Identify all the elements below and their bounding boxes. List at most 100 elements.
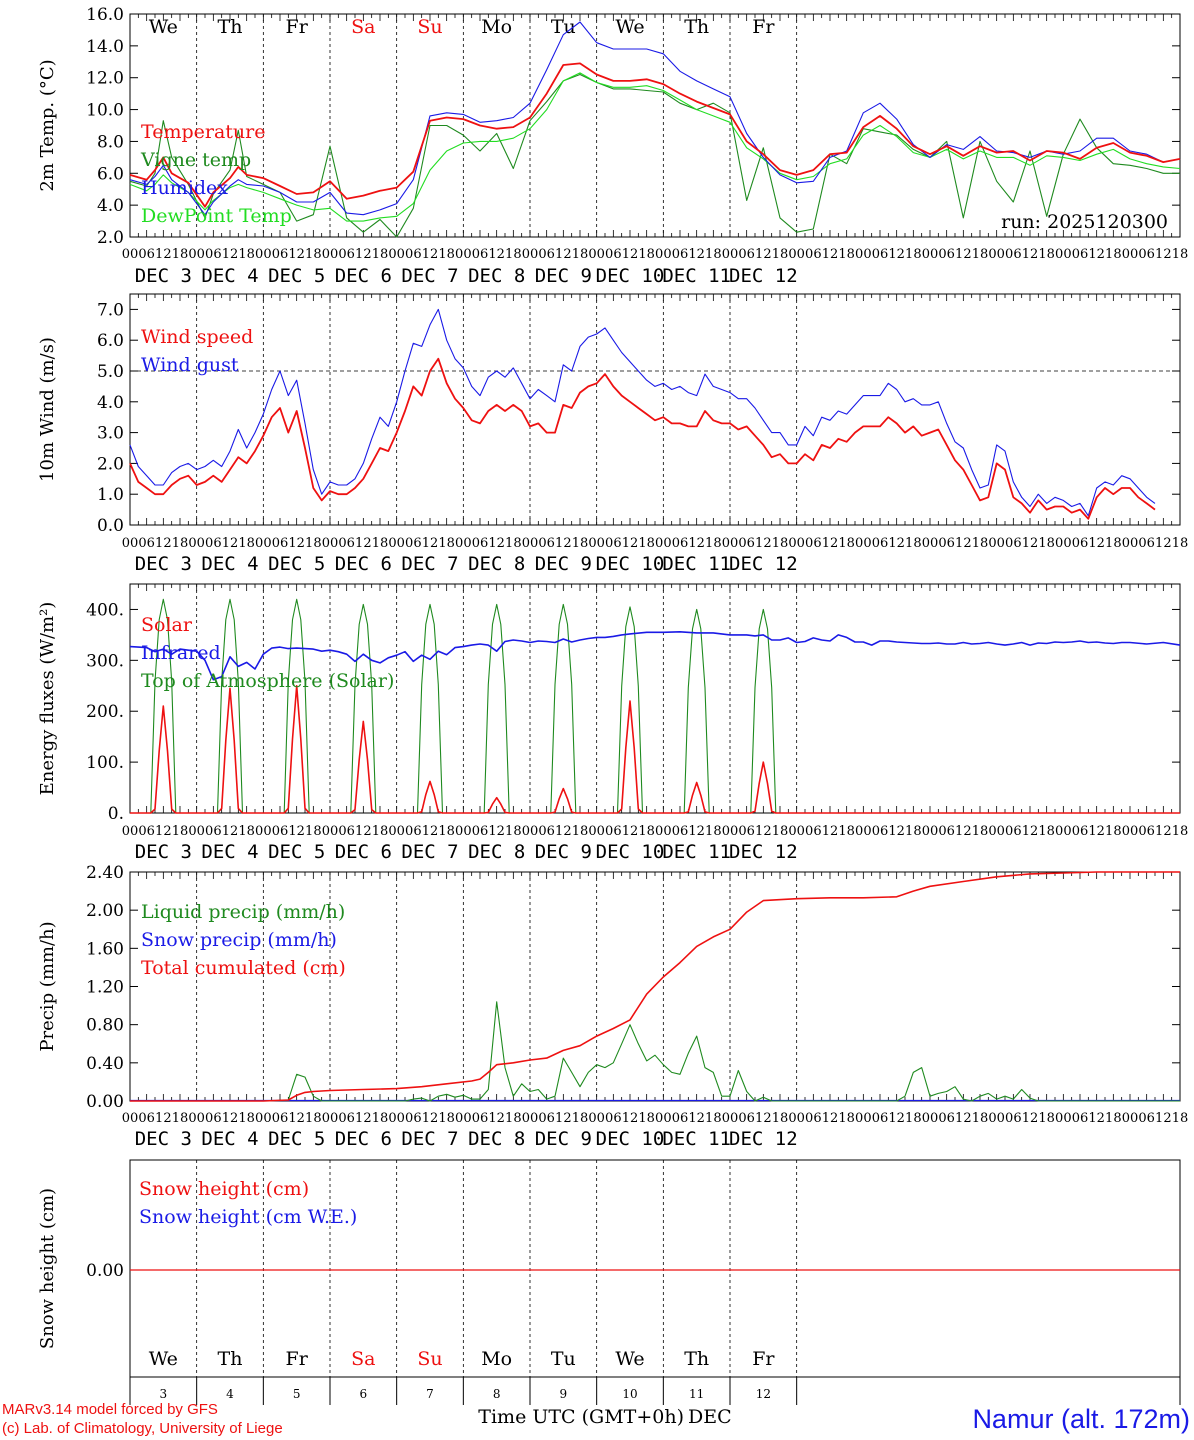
- wind-legend-wind-gust: Wind gust: [141, 354, 239, 376]
- wind-hour-label: 12: [822, 536, 839, 551]
- flux-hour-label: 18: [705, 824, 722, 839]
- precip-legend-total-cumulated-cm-: Total cumulated (cm): [141, 957, 346, 979]
- flux-hour-label: 18: [772, 824, 789, 839]
- flux-hour-label: 18: [238, 824, 255, 839]
- temp-legend-vigne-temp: Vigne temp: [140, 149, 251, 171]
- temp-hour-label: 12: [622, 247, 639, 262]
- wind-hour-label: 00: [188, 536, 205, 551]
- wind-y-tick-label: 3.0: [97, 424, 124, 444]
- weekday-label: Mo: [481, 16, 512, 38]
- flux-y-axis-label: Energy fluxes (W/m²): [37, 602, 58, 796]
- temp-legend-humidex: Humidex: [141, 177, 228, 199]
- wind-hour-label: 00: [655, 536, 672, 551]
- precip-date-label: DEC 11: [662, 1128, 731, 1150]
- wind-date-label: DEC 4: [201, 553, 258, 575]
- wind-hour-label: 18: [638, 536, 655, 551]
- temp-hour-label: 00: [255, 247, 272, 262]
- flux-y-tick-label: 300.: [86, 651, 124, 671]
- temp-y-tick-label: 6.0: [97, 164, 124, 184]
- precip-hour-label: 06: [1005, 1111, 1022, 1126]
- precip-hour-label: 18: [438, 1111, 455, 1126]
- temp-date-label: DEC 3: [135, 265, 192, 287]
- temp-hour-label: 00: [655, 247, 672, 262]
- wind-y-tick-label: 2.0: [97, 454, 124, 474]
- flux-series-top-of-atmosphere: [130, 598, 1180, 814]
- bottom-day-number: 11: [689, 1387, 704, 1401]
- precip-series-total-cumulated: [130, 871, 1180, 1102]
- x-axis-month: DEC: [688, 1406, 732, 1428]
- precip-hour-label: 00: [122, 1111, 139, 1126]
- wind-hour-label: 06: [738, 536, 755, 551]
- flux-hour-label: 00: [388, 824, 405, 839]
- snow-height-panel: 0.00 Snow height (cm) Snow height (cm) Snow…: [37, 1159, 1181, 1405]
- wind-frame: [129, 293, 1181, 526]
- precip-hour-label: 18: [238, 1111, 255, 1126]
- precip-hour-label: 12: [555, 1111, 572, 1126]
- flux-hour-label: 18: [1105, 824, 1122, 839]
- temp-hour-label: 06: [405, 247, 422, 262]
- temp-date-label: DEC 12: [729, 265, 798, 287]
- flux-hour-label: 06: [338, 824, 355, 839]
- wind-hour-label: 06: [538, 536, 555, 551]
- precip-hour-label: 00: [855, 1111, 872, 1126]
- wind-hour-label: 06: [938, 536, 955, 551]
- wind-hour-label: 12: [688, 536, 705, 551]
- wind-hour-label: 00: [922, 536, 939, 551]
- flux-hour-label: 12: [822, 824, 839, 839]
- precip-hour-label: 00: [522, 1111, 539, 1126]
- wind-hour-label: 18: [238, 536, 255, 551]
- precip-hour-label: 06: [405, 1111, 422, 1126]
- wind-hour-label: 12: [1155, 536, 1172, 551]
- precip-hour-label: 12: [1155, 1111, 1172, 1126]
- flux-hour-label: 18: [638, 824, 655, 839]
- precip-hour-label: 12: [955, 1111, 972, 1126]
- wind-hour-label: 18: [972, 536, 989, 551]
- flux-hour-label: 00: [255, 824, 272, 839]
- temp-hour-label: 12: [1022, 247, 1039, 262]
- flux-date-label: DEC 11: [662, 841, 731, 863]
- flux-hour-label: 06: [1005, 824, 1022, 839]
- flux-hour-label: 12: [1155, 824, 1172, 839]
- precip-hour-label: 18: [705, 1111, 722, 1126]
- wind-hour-label: 00: [722, 536, 739, 551]
- wind-hour-label: 12: [955, 536, 972, 551]
- temp-hour-label: 06: [538, 247, 555, 262]
- flux-hour-label: 12: [688, 824, 705, 839]
- wind-hour-label: 00: [522, 536, 539, 551]
- wind-hour-label: 12: [488, 536, 505, 551]
- precip-hour-label: 06: [538, 1111, 555, 1126]
- precip-y-tick-label: 1.20: [86, 978, 124, 998]
- precip-date-label: DEC 3: [135, 1128, 192, 1150]
- temp-y-tick-label: 4.0: [97, 196, 124, 216]
- wind-hour-label: 06: [1072, 536, 1089, 551]
- wind-date-label: DEC 5: [268, 553, 325, 575]
- temp-hour-label: 12: [1155, 247, 1172, 262]
- precip-hour-label: 06: [205, 1111, 222, 1126]
- weekday-label: Fr: [286, 16, 309, 38]
- bottom-day-number: 6: [360, 1387, 368, 1401]
- precip-date-label: DEC 4: [201, 1128, 258, 1150]
- precip-y-tick-label: 0.80: [86, 1016, 124, 1036]
- temp-hour-label: 18: [172, 247, 189, 262]
- precip-hour-label: 18: [172, 1111, 189, 1126]
- temp-hour-label: 00: [1122, 247, 1139, 262]
- wind-hour-label: 06: [338, 536, 355, 551]
- precip-hour-label: 06: [472, 1111, 489, 1126]
- flux-hour-label: 00: [655, 824, 672, 839]
- wind-hour-label: 18: [505, 536, 522, 551]
- temp-hour-label: 00: [722, 247, 739, 262]
- wind-date-label: DEC 12: [729, 553, 798, 575]
- temp-date-label: DEC 8: [468, 265, 525, 287]
- snow-y-tick-label: 0.00: [86, 1261, 124, 1281]
- weekday-label: Th: [684, 16, 709, 38]
- flux-legend-top-of-atmosphere-solar-: Top of Atmosphere (Solar): [141, 670, 394, 692]
- flux-hour-label: 00: [588, 824, 605, 839]
- wind-hour-label: 06: [805, 536, 822, 551]
- precip-hour-label: 06: [738, 1111, 755, 1126]
- precip-date-label: DEC 9: [535, 1128, 592, 1150]
- precip-hour-label: 00: [1055, 1111, 1072, 1126]
- temp-hour-label: 00: [788, 247, 805, 262]
- temp-hour-label: 06: [672, 247, 689, 262]
- weekday-label: We: [149, 16, 178, 38]
- flux-hour-label: 12: [555, 824, 572, 839]
